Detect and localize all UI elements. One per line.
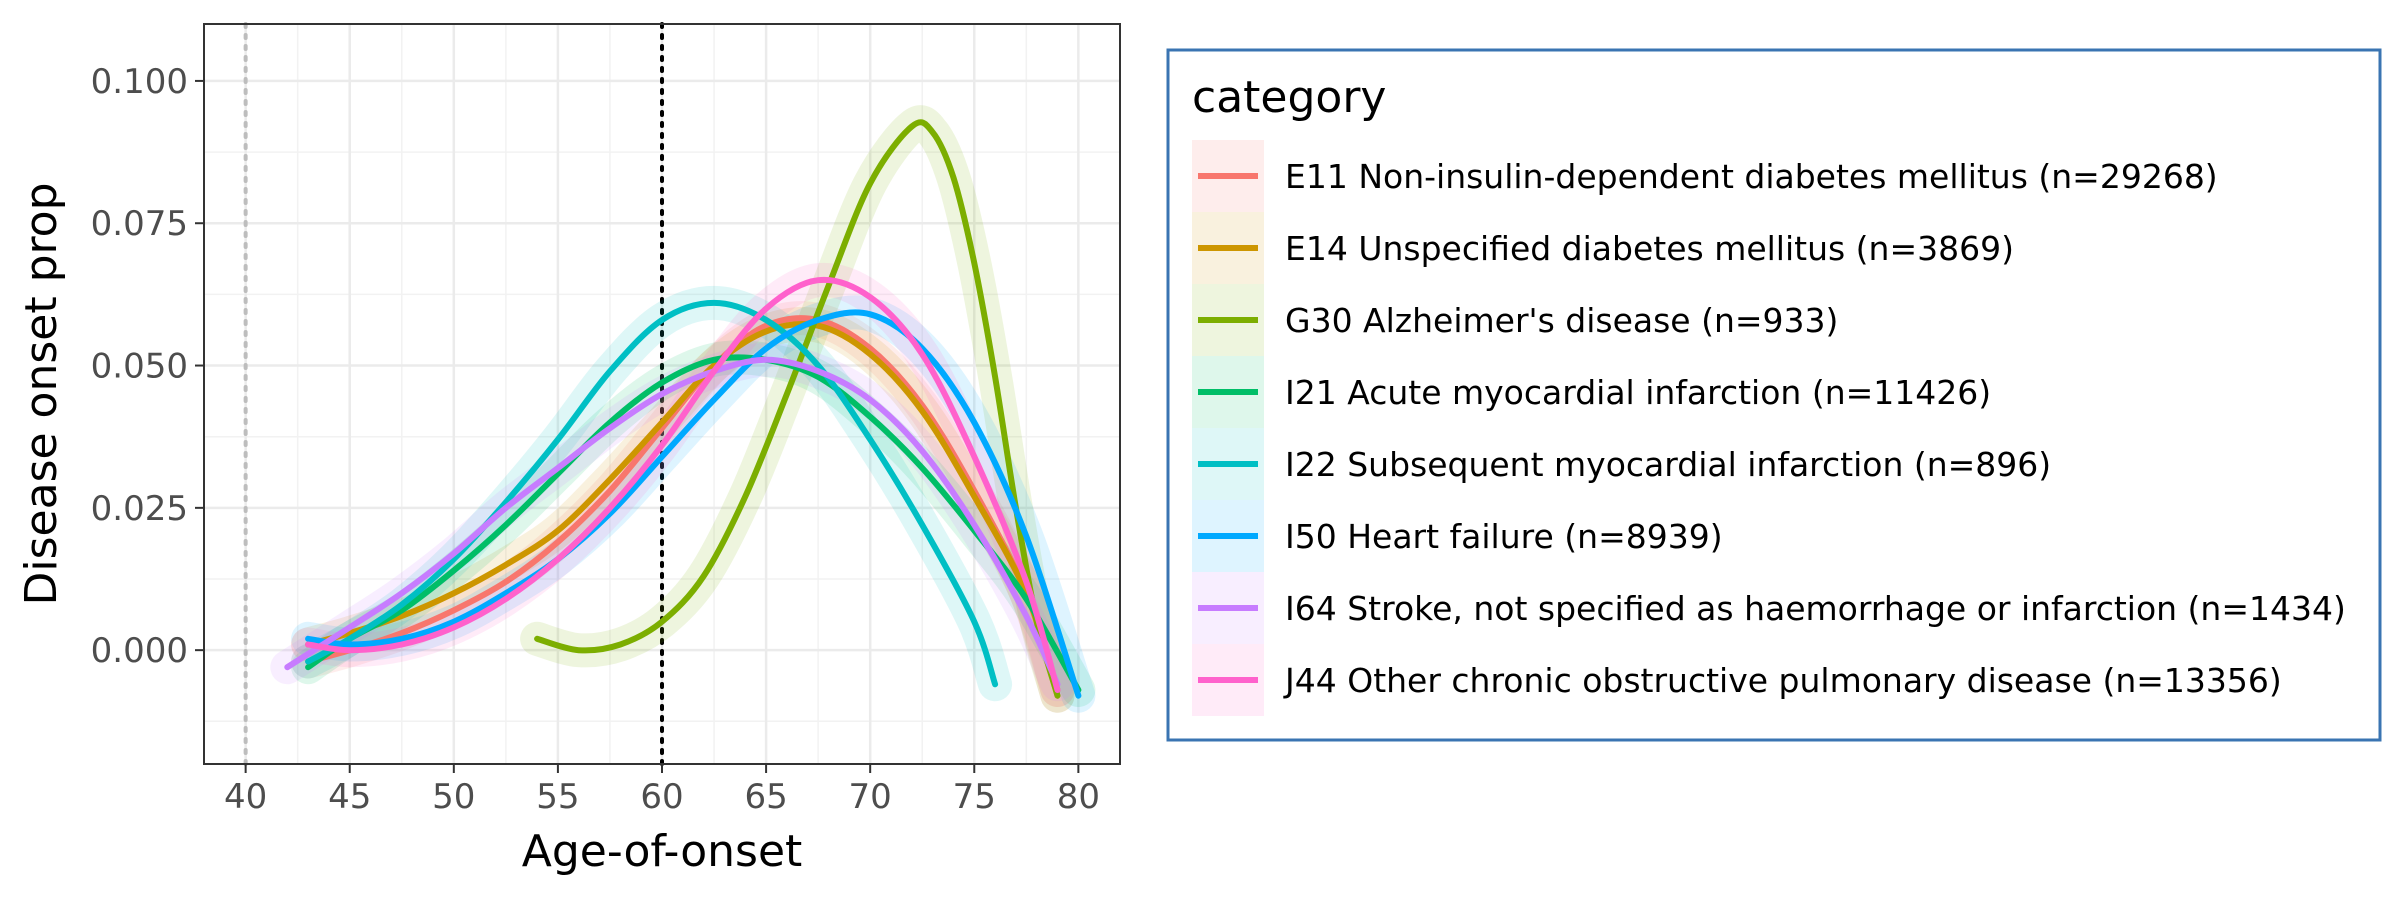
series-line — [284, 356, 1061, 688]
x-tick-label: 55 — [536, 777, 579, 817]
legend-box — [1166, 48, 2382, 742]
x-tick-label: 75 — [953, 777, 996, 817]
legend-label: I50 Heart failure (n=8939) — [1285, 517, 1723, 556]
x-tick-label: 80 — [1057, 777, 1100, 817]
x-tick-label: 65 — [744, 777, 787, 817]
x-tick-label: 60 — [640, 777, 683, 817]
series-line — [305, 299, 999, 688]
x-tick-label: 40 — [224, 777, 267, 817]
series-line — [305, 354, 1082, 693]
x-axis: 40 45 50 55 60 65 70 75 80 — [224, 764, 1100, 817]
legend-label: G30 Alzheimer's disease (n=933) — [1285, 301, 1838, 340]
y-axis: 0.000 0.025 0.050 0.075 0.100 — [91, 62, 204, 671]
y-tick-label: 0.100 — [91, 62, 188, 102]
y-tick-label: 0.050 — [91, 347, 188, 387]
series-layer — [270, 105, 1096, 713]
x-tick-label: 45 — [328, 777, 371, 817]
legend-label: I21 Acute myocardial infarction (n=11426… — [1285, 373, 1991, 412]
x-tick-label: 50 — [432, 777, 475, 817]
y-tick-label: 0.075 — [91, 204, 188, 244]
y-tick-label: 0.000 — [91, 631, 188, 671]
legend-title: category — [1192, 72, 1386, 123]
reference-lines — [243, 22, 664, 766]
x-axis-title: Age-of-onset — [522, 826, 803, 877]
legend-label: I22 Subsequent myocardial infarction (n=… — [1285, 445, 2051, 484]
legend: category E11 Non-insulin-dependent diabe… — [1166, 48, 2382, 742]
series-line — [305, 309, 1082, 699]
legend-label: E14 Unspecified diabetes mellitus (n=386… — [1285, 229, 2014, 268]
legend-label: I64 Stroke, not specified as haemorrhage… — [1285, 589, 2346, 628]
series-line — [305, 321, 1061, 693]
series-line — [534, 119, 1061, 699]
x-tick-label: 70 — [849, 777, 892, 817]
y-tick-label: 0.025 — [91, 489, 188, 529]
legend-label: E11 Non-insulin-dependent diabetes melli… — [1285, 157, 2218, 196]
y-axis-title: Disease onset prop — [16, 183, 67, 606]
series-line — [305, 276, 1061, 693]
legend-label: J44 Other chronic obstructive pulmonary … — [1283, 661, 2282, 700]
legend-items: E11 Non-insulin-dependent diabetes melli… — [1192, 140, 2346, 716]
